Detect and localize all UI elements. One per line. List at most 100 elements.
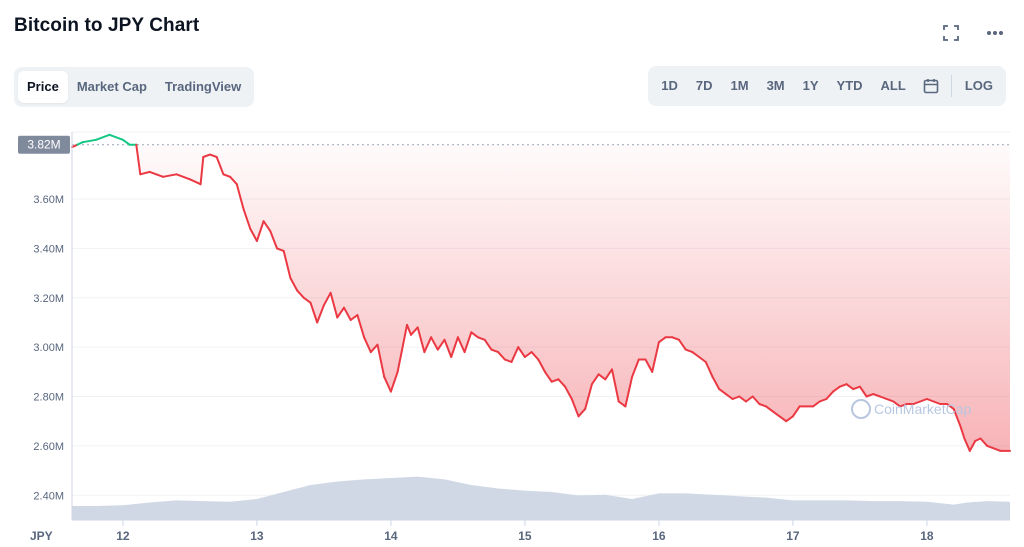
fullscreen-icon[interactable] bbox=[940, 22, 962, 44]
range-1m[interactable]: 1M bbox=[730, 78, 749, 93]
x-tick-label: 17 bbox=[786, 529, 800, 543]
price-segment bbox=[745, 395, 754, 403]
price-segment bbox=[577, 407, 587, 418]
price-segment bbox=[356, 314, 366, 339]
price-segment bbox=[289, 277, 299, 292]
price-segment bbox=[731, 395, 741, 400]
price-segment bbox=[724, 393, 734, 400]
price-segment bbox=[631, 358, 640, 378]
price-segment bbox=[276, 247, 285, 252]
price-segment bbox=[812, 400, 821, 408]
price-segment bbox=[825, 390, 835, 400]
price-segment bbox=[758, 403, 768, 408]
price-segment bbox=[376, 343, 386, 378]
price-segment bbox=[617, 400, 627, 408]
price-segment bbox=[503, 358, 513, 363]
price-segment bbox=[410, 326, 419, 336]
price-segment bbox=[269, 230, 278, 250]
price-segment bbox=[229, 175, 238, 186]
price-segment bbox=[423, 336, 433, 354]
range-1y[interactable]: 1Y bbox=[802, 78, 819, 93]
price-segment bbox=[718, 388, 727, 396]
price-segment bbox=[865, 393, 875, 398]
log-toggle[interactable]: LOG bbox=[964, 78, 993, 93]
price-segment bbox=[537, 358, 546, 373]
y-tick-label: 2.80M bbox=[33, 392, 64, 404]
price-segment bbox=[162, 173, 178, 178]
price-fill-area bbox=[72, 144, 1010, 451]
price-segment bbox=[892, 400, 902, 408]
price-segment bbox=[963, 437, 971, 452]
price-segment bbox=[316, 304, 325, 324]
price-line bbox=[71, 133, 1011, 452]
price-segment bbox=[369, 343, 379, 354]
price-segment bbox=[463, 331, 473, 354]
price-segment bbox=[899, 403, 908, 408]
price-segment bbox=[624, 375, 634, 408]
more-options-icon[interactable] bbox=[984, 22, 1006, 44]
price-segment bbox=[765, 405, 774, 413]
current-price-badge bbox=[18, 135, 70, 154]
price-segment bbox=[852, 385, 861, 391]
range-1d[interactable]: 1D bbox=[661, 78, 678, 93]
price-segment bbox=[349, 314, 359, 321]
price-segment bbox=[148, 170, 165, 178]
tab-price[interactable]: Price bbox=[18, 71, 68, 103]
tab-market-cap[interactable]: Market Cap bbox=[76, 79, 147, 94]
price-segment bbox=[879, 395, 888, 400]
y-tick-label: 2.60M bbox=[33, 441, 64, 453]
price-segment bbox=[785, 415, 794, 423]
price-segment bbox=[400, 323, 408, 354]
price-segment bbox=[932, 400, 942, 405]
page-title: Bitcoin to JPY Chart bbox=[14, 15, 200, 36]
price-segment bbox=[611, 368, 620, 403]
price-segment bbox=[302, 296, 312, 304]
chart-type-tabs: Price Market Cap TradingView bbox=[14, 67, 255, 107]
reference-line: 3.82M bbox=[18, 135, 1010, 154]
price-segment bbox=[470, 331, 479, 339]
y-tick-label: 3.40M bbox=[33, 243, 64, 255]
price-segment bbox=[329, 291, 339, 319]
y-tick-label: 2.40M bbox=[33, 490, 64, 502]
range-ytd[interactable]: YTD bbox=[836, 78, 863, 93]
price-segment bbox=[751, 395, 761, 405]
watermark: CoinMarketCap bbox=[851, 399, 971, 419]
price-segment bbox=[443, 338, 453, 358]
price-segment bbox=[657, 336, 667, 344]
tab-tradingview[interactable]: TradingView bbox=[164, 79, 242, 94]
price-segment bbox=[584, 383, 593, 410]
price-segment bbox=[396, 351, 403, 373]
calendar-icon[interactable] bbox=[915, 70, 947, 102]
price-segment bbox=[222, 173, 232, 178]
range-all[interactable]: ALL bbox=[880, 78, 906, 93]
price-segment bbox=[456, 336, 466, 354]
price-segment bbox=[946, 403, 955, 410]
price-segment bbox=[651, 341, 660, 373]
x-tick-label: 14 bbox=[384, 529, 398, 543]
price-segment bbox=[202, 153, 211, 158]
range-3m[interactable]: 3M bbox=[766, 78, 785, 93]
price-segment bbox=[711, 375, 721, 391]
price-segment bbox=[249, 227, 258, 242]
x-axis-label: JPY bbox=[30, 529, 53, 543]
price-segment bbox=[477, 336, 486, 341]
price-segment bbox=[497, 351, 506, 361]
price-segment bbox=[544, 370, 553, 383]
price-segment bbox=[490, 348, 500, 354]
price-segment bbox=[858, 385, 868, 398]
y-tick-label: 3.60M bbox=[33, 194, 64, 206]
price-segment bbox=[818, 398, 828, 403]
price-segment bbox=[530, 351, 540, 361]
price-segment bbox=[296, 289, 305, 299]
price-segment bbox=[389, 370, 399, 393]
price-segment bbox=[590, 373, 600, 386]
price-segment bbox=[968, 440, 977, 452]
price-segment bbox=[959, 425, 966, 440]
price-segment bbox=[771, 410, 781, 418]
price-segment bbox=[671, 336, 680, 341]
price-segment bbox=[597, 373, 607, 381]
price-segment bbox=[121, 138, 131, 146]
price-segment bbox=[604, 368, 613, 381]
x-tick-label: 16 bbox=[652, 529, 666, 543]
range-7d[interactable]: 7D bbox=[695, 78, 713, 93]
